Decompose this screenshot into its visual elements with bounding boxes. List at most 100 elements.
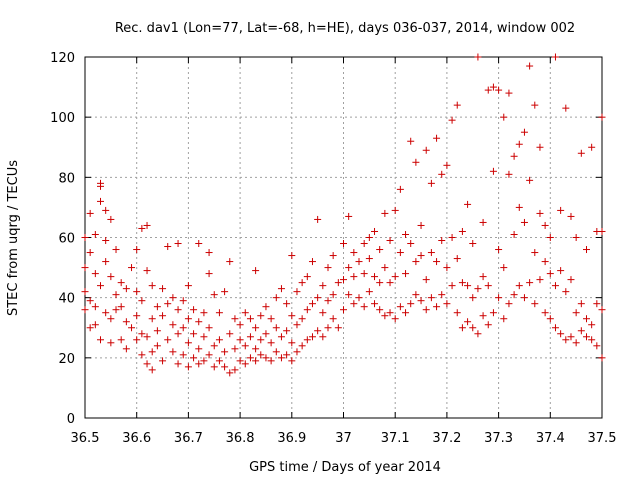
data-point bbox=[143, 360, 151, 368]
data-point bbox=[360, 240, 368, 248]
data-point bbox=[252, 267, 260, 275]
data-point bbox=[236, 336, 244, 344]
data-point bbox=[226, 369, 234, 377]
y-tick-label: 100 bbox=[50, 111, 75, 126]
data-point bbox=[169, 348, 177, 356]
x-tick-label: 36.9 bbox=[277, 431, 306, 446]
data-point bbox=[267, 339, 275, 347]
data-point bbox=[329, 315, 337, 323]
data-point bbox=[484, 282, 492, 290]
data-point bbox=[371, 273, 379, 281]
data-point bbox=[391, 273, 399, 281]
data-point bbox=[200, 333, 208, 341]
data-point bbox=[138, 297, 146, 305]
y-axis-label: STEC from uqrg / TECUs bbox=[6, 160, 21, 316]
data-point bbox=[562, 336, 570, 344]
data-point bbox=[226, 258, 234, 266]
data-point bbox=[314, 294, 322, 302]
data-point bbox=[303, 306, 311, 314]
data-point bbox=[91, 321, 99, 329]
data-point bbox=[464, 200, 472, 208]
data-point bbox=[417, 221, 425, 229]
data-point bbox=[153, 327, 161, 335]
data-point bbox=[241, 360, 249, 368]
x-tick-label: 37.4 bbox=[536, 431, 565, 446]
data-point bbox=[272, 324, 280, 332]
data-point bbox=[138, 330, 146, 338]
data-point bbox=[350, 273, 358, 281]
data-point bbox=[469, 240, 477, 248]
data-point bbox=[572, 234, 580, 241]
y-tick-label: 60 bbox=[58, 232, 75, 247]
data-point bbox=[598, 354, 606, 362]
data-point bbox=[252, 357, 260, 365]
data-point bbox=[128, 264, 136, 272]
data-point bbox=[324, 297, 332, 305]
data-point bbox=[138, 224, 146, 232]
data-point bbox=[536, 209, 544, 217]
data-point bbox=[386, 237, 394, 245]
data-point bbox=[86, 297, 94, 305]
data-point bbox=[577, 327, 585, 335]
data-point bbox=[376, 306, 384, 314]
data-point bbox=[464, 282, 472, 290]
data-point bbox=[365, 255, 373, 263]
data-point bbox=[288, 252, 296, 260]
data-point bbox=[500, 315, 508, 323]
data-point bbox=[169, 321, 177, 329]
data-point bbox=[226, 330, 234, 338]
data-point bbox=[433, 258, 441, 266]
data-point bbox=[526, 176, 534, 184]
data-point bbox=[376, 246, 384, 254]
data-point bbox=[484, 321, 492, 329]
data-point bbox=[510, 291, 518, 299]
data-point bbox=[107, 339, 115, 347]
data-point bbox=[562, 288, 570, 296]
x-tick-label: 37.1 bbox=[381, 431, 410, 446]
y-tick-label: 0 bbox=[67, 412, 75, 427]
x-axis-label: GPS time / Days of year 2014 bbox=[249, 460, 441, 475]
data-point bbox=[593, 342, 601, 350]
data-point bbox=[495, 294, 503, 302]
data-point bbox=[572, 339, 580, 347]
data-point bbox=[277, 285, 285, 293]
data-point bbox=[205, 249, 213, 257]
data-point bbox=[422, 146, 430, 154]
data-point bbox=[469, 324, 477, 332]
data-point bbox=[526, 279, 534, 287]
data-point bbox=[159, 357, 167, 365]
data-point bbox=[598, 306, 606, 314]
y-tick-label: 80 bbox=[58, 171, 75, 186]
data-point bbox=[546, 234, 554, 241]
data-point bbox=[314, 327, 322, 335]
data-point bbox=[340, 240, 347, 248]
data-point bbox=[283, 327, 291, 335]
data-point bbox=[515, 140, 523, 148]
data-point bbox=[381, 209, 389, 217]
axis-ticks: 36.5 36.6 36.7 36.8 36.9 37 37.1 37.2 37.3 37.4 37… bbox=[50, 51, 616, 446]
data-point bbox=[479, 312, 487, 320]
data-point bbox=[215, 357, 223, 365]
data-point bbox=[345, 264, 353, 272]
data-point bbox=[112, 246, 120, 254]
data-point bbox=[195, 360, 203, 368]
y-tick-label: 20 bbox=[58, 352, 75, 367]
data-point bbox=[443, 300, 451, 308]
data-point bbox=[505, 300, 513, 308]
data-point bbox=[520, 128, 528, 136]
data-point bbox=[319, 309, 327, 317]
data-point bbox=[86, 324, 94, 332]
data-point bbox=[422, 306, 430, 314]
data-point bbox=[97, 336, 105, 344]
x-tick-label: 36.7 bbox=[174, 431, 203, 446]
data-point bbox=[479, 218, 487, 226]
data-point bbox=[495, 86, 503, 94]
data-point bbox=[128, 324, 136, 332]
data-point bbox=[257, 336, 265, 344]
data-point bbox=[221, 348, 229, 356]
data-point bbox=[448, 234, 456, 241]
data-point bbox=[293, 288, 301, 296]
data-point bbox=[174, 306, 182, 314]
data-point bbox=[143, 333, 151, 341]
data-point bbox=[438, 237, 446, 245]
